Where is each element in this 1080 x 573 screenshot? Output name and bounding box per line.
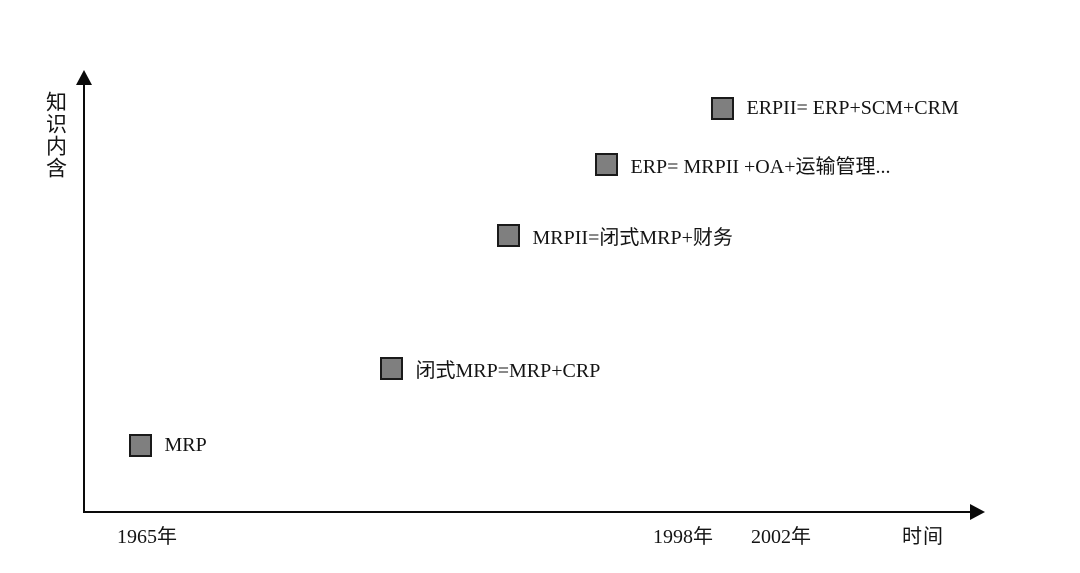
data-point-label: MRPII=闭式MRP+财务	[532, 226, 733, 249]
data-point-marker-icon	[379, 356, 403, 380]
data-point: MRP	[128, 433, 207, 457]
data-point: ERP= MRPII +OA+运输管理...	[594, 150, 891, 179]
y-axis-line	[83, 82, 85, 513]
data-point-marker-icon	[594, 152, 618, 176]
data-point-label: 闭式MRP=MRP+CRP	[415, 359, 601, 382]
x-tick-label: 2002年	[751, 526, 811, 548]
data-point: 闭式MRP=MRP+CRP	[379, 354, 601, 383]
y-axis-arrow-icon	[76, 70, 92, 85]
x-axis-line	[83, 511, 973, 513]
x-axis-title: 时间	[902, 526, 944, 548]
data-point-marker-icon	[710, 96, 734, 120]
data-point-marker-icon	[496, 223, 520, 247]
data-point-label: ERP= MRPII +OA+运输管理...	[630, 155, 891, 178]
x-tick-label: 1998年	[653, 526, 713, 548]
data-point: MRPII=闭式MRP+财务	[496, 221, 733, 250]
data-point: ERPII= ERP+SCM+CRM	[710, 96, 959, 120]
data-point-label: MRP	[164, 433, 207, 456]
x-axis-arrow-icon	[970, 504, 985, 520]
data-point-marker-icon	[128, 433, 152, 457]
x-tick-label: 1965年	[117, 526, 177, 548]
y-axis-title: 知识内含	[43, 91, 68, 179]
data-point-label: ERPII= ERP+SCM+CRM	[746, 96, 959, 119]
